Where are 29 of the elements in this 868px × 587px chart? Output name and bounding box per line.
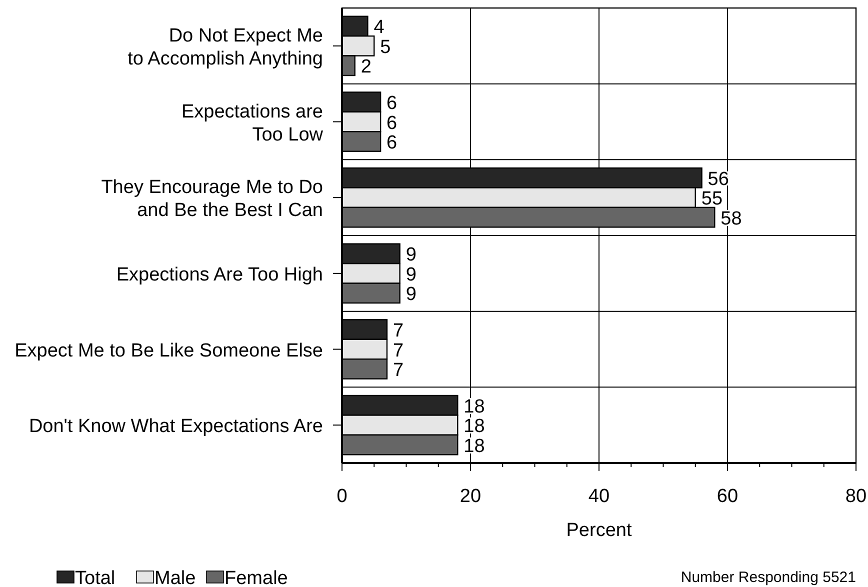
data-label: 9: [406, 264, 416, 286]
data-label: 6: [386, 112, 398, 134]
text: Number Responding 5521: [680, 569, 856, 586]
legend-label: Male: [154, 568, 196, 587]
legend-label: Total: [75, 568, 116, 587]
data-label: 4: [374, 17, 385, 38]
data-label: 7: [392, 340, 404, 362]
y-tick-label: Expect Me to Be Like Someone Else: [14, 340, 323, 362]
y-tick-label: Don't Know What Expectations Are: [28, 416, 323, 438]
x-tick-label: 60: [716, 486, 738, 507]
data-label: 6: [386, 132, 398, 154]
x-tick-label: 20: [460, 486, 482, 507]
x-tick-label: 0: [336, 486, 348, 507]
data-label: 6: [386, 93, 398, 114]
x-tick-label: 80: [845, 486, 867, 507]
legend-label: Female: [224, 568, 288, 587]
data-label: 7: [392, 320, 404, 342]
data-label: 9: [406, 284, 416, 306]
data-label: 55: [701, 188, 723, 210]
x-tick-label: 40: [588, 486, 610, 507]
y-tick-label: Do Not Expect Me to Accomplish Anything: [128, 25, 323, 70]
data-label: 2: [360, 56, 372, 78]
data-label: 7: [392, 360, 404, 381]
x-axis-title: Percent: [566, 520, 632, 541]
y-tick-label: Expectations are Too Low: [181, 101, 324, 146]
data-label: 9: [406, 244, 416, 266]
y-tick-label: Expections Are Too High: [116, 264, 323, 286]
y-tick-label: They Encourage Me to Do and Be the Best I Can: [101, 177, 323, 222]
data-label: 5: [380, 36, 391, 58]
